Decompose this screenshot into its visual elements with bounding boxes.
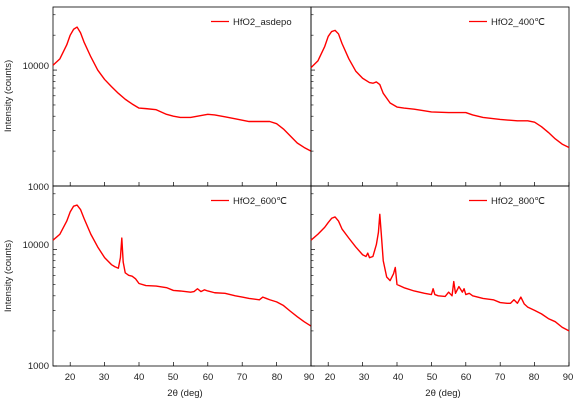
x-tick-label: 60 bbox=[461, 372, 472, 383]
x-tick-label: 30 bbox=[99, 372, 110, 383]
x-tick-label: 40 bbox=[134, 372, 145, 383]
panel-frame bbox=[310, 6, 570, 187]
legend-label: HfO2_600℃ bbox=[233, 196, 287, 207]
x-tick-label: 20 bbox=[325, 372, 336, 383]
x-tick-label: 70 bbox=[237, 372, 248, 383]
y-axis-label: Intensity (counts) bbox=[3, 60, 14, 132]
legend-label: HfO2_asdepo bbox=[233, 17, 292, 28]
x-tick-label: 50 bbox=[427, 372, 438, 383]
x-tick-label: 90 bbox=[304, 372, 315, 383]
x-tick-label: 70 bbox=[495, 372, 506, 383]
y-tick-label: 10000 bbox=[23, 61, 49, 72]
x-tick-label: 90 bbox=[563, 372, 574, 383]
x-axis-label: 2θ (deg) bbox=[425, 388, 460, 399]
series-line bbox=[310, 213, 570, 332]
x-tick-label: 80 bbox=[529, 372, 540, 383]
x-tick-label: 60 bbox=[203, 372, 214, 383]
chart-panel: HfO2_600℃ bbox=[52, 185, 312, 367]
x-tick-label: 40 bbox=[393, 372, 404, 383]
y-tick-label: 1000 bbox=[28, 361, 49, 372]
series-line bbox=[52, 26, 312, 152]
x-tick-label: 50 bbox=[168, 372, 179, 383]
series-line bbox=[52, 204, 312, 327]
x-axis-label: 2θ (deg) bbox=[167, 388, 202, 399]
legend-label: HfO2_400℃ bbox=[491, 17, 545, 28]
x-tick-label: 30 bbox=[359, 372, 370, 383]
series-line bbox=[310, 29, 570, 149]
y-tick-label: 1000 bbox=[28, 182, 49, 193]
panels-layer: HfO2_asdepo HfO2_400℃ HfO2_600℃ HfO2_800℃ bbox=[52, 6, 570, 367]
chart-panel: HfO2_asdepo bbox=[52, 6, 312, 187]
panel-frame bbox=[52, 185, 312, 367]
chart-panel: HfO2_800℃ bbox=[310, 185, 570, 367]
y-tick-label: 10000 bbox=[23, 240, 49, 251]
panel-frame bbox=[52, 6, 312, 187]
legend-label: HfO2_800℃ bbox=[491, 196, 545, 207]
x-tick-label: 80 bbox=[272, 372, 283, 383]
x-tick-label: 20 bbox=[65, 372, 76, 383]
y-axis-label: Intensity (counts) bbox=[3, 240, 14, 312]
panel-frame bbox=[310, 185, 570, 367]
chart-panel: HfO2_400℃ bbox=[310, 6, 570, 187]
